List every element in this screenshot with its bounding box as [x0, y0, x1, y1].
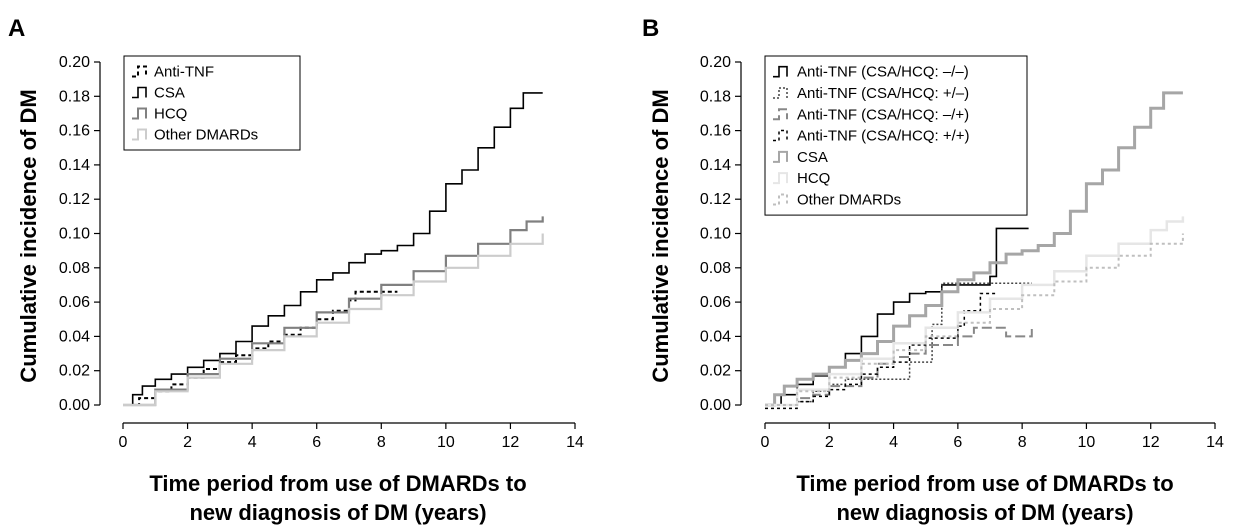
panel-b-series [765, 91, 1185, 410]
panel-a-axes: 0.00 0.02 0.04 0.06 0.08 0.10 0.12 0.14 0.16 0.18… [59, 54, 584, 451]
panel-b-series-line-2 [765, 326, 1033, 406]
panel-a-y-tick-label: 0.00 [59, 397, 90, 414]
panel-a-series-line-1 [123, 92, 543, 406]
panel-a-y-axis-title: Cumulative incidence of DM [16, 89, 41, 382]
panel-b-x-tick-label: 4 [889, 434, 898, 451]
panel-b-legend-label: Anti-TNF (CSA/HCQ: –/–) [797, 64, 969, 81]
panel-a-legend-swatch [132, 107, 147, 120]
panel-b-y-tick-label: 0.18 [700, 88, 731, 105]
panel-b-x-tick-label: 6 [953, 434, 962, 451]
panel-b: B 0.000.020.040.060.080.100.120.140.160.… [642, 15, 1224, 525]
panel-b-y-tick-label: 0.04 [700, 328, 731, 345]
panel-b-legend-swatch [773, 65, 788, 78]
panel-b-series-line-3 [765, 292, 997, 410]
panel-b-legend: Anti-TNF (CSA/HCQ: –/–) Anti-TNF (CSA/HCQ… [764, 55, 1028, 216]
panel-b-y-tick-label: 0.02 [700, 363, 731, 380]
panel-b-legend-box [764, 55, 1028, 216]
panel-b-x-tick-label: 12 [1142, 434, 1160, 451]
panel-a-letter: A [8, 15, 25, 42]
panel-b-legend-swatch [773, 87, 788, 99]
panel-b-y-tick-label: 0.16 [700, 123, 731, 140]
panel-b-legend-label: CSA [797, 149, 828, 166]
panel-b-legend-label: Anti-TNF (CSA/HCQ: –/+) [797, 106, 969, 123]
panel-a-legend-label: Anti-TNF [154, 64, 214, 81]
panel-a: A 0.000.020.040.060.080.100.120.140.160.… [8, 15, 584, 525]
panel-a-legend-swatch [132, 65, 147, 78]
panel-b-x-tick-label: 14 [1206, 434, 1224, 451]
panel-b-x-tick-label: 10 [1078, 434, 1096, 451]
panel-a-series-line-2 [123, 216, 544, 407]
panel-a-legend: Anti-TNF CSA HCQ Other DMARDs [123, 55, 301, 151]
panel-b-legend-label: Other DMARDs [797, 191, 901, 208]
panel-b-series-line-6 [765, 233, 1184, 406]
panel-a-legend-label: Other DMARDs [154, 127, 258, 144]
panel-a-x-tick-label: 0 [119, 434, 128, 451]
panel-b-y-tick-label: 0.20 [700, 54, 731, 71]
panel-b-x-tick-label: 0 [761, 434, 770, 451]
panel-b-legend-label: Anti-TNF (CSA/HCQ: +/+) [797, 128, 970, 145]
panel-a-x-tick-label: 6 [312, 434, 321, 451]
panel-a-series [123, 92, 544, 407]
panel-a-x-axis-title-line2: new diagnosis of DM (years) [189, 500, 486, 525]
panel-b-y-tick-label: 0.10 [700, 226, 731, 243]
panel-a-y-tick-label: 0.12 [59, 191, 90, 208]
panel-a-x-axis-title-line1: Time period from use of DMARDs to [149, 471, 526, 496]
panel-b-legend-label: Anti-TNF (CSA/HCQ: +/–) [797, 85, 969, 102]
panel-b-legend-label: HCQ [797, 170, 830, 187]
panel-a-x-tick-label: 12 [502, 434, 520, 451]
panel-a-y-tick-label: 0.06 [59, 294, 90, 311]
panel-b-x-tick-label: 8 [1018, 434, 1027, 451]
panel-b-y-tick-label: 0.06 [700, 294, 731, 311]
panel-a-y-tick-label: 0.18 [59, 88, 90, 105]
panel-b-y-tick-label: 0.12 [700, 191, 731, 208]
panel-b-y-tick-label: 0.14 [700, 157, 731, 174]
panel-b-letter: B [642, 15, 659, 42]
panel-b-y-tick-label: 0.08 [700, 260, 731, 277]
panel-a-y-tick-label: 0.04 [59, 328, 90, 345]
panel-a-series-line-3 [123, 233, 544, 407]
panel-a-x-tick-label: 8 [377, 434, 386, 451]
panel-b-axes: 0.00 0.02 0.04 0.06 0.08 0.10 0.12 0.14 0.16 0.18… [700, 54, 1224, 451]
panel-a-y-tick-label: 0.20 [59, 54, 90, 71]
panel-a-x-tick-label: 2 [183, 434, 192, 451]
panel-b-x-axis-title-line1: Time period from use of DMARDs to [796, 471, 1173, 496]
panel-b-y-tick-label: 0.00 [700, 397, 731, 414]
panel-b-series-line-4 [765, 91, 1183, 407]
panel-a-y-tick-label: 0.08 [59, 260, 90, 277]
panel-a-y-tick-label: 0.16 [59, 123, 90, 140]
panel-a-x-tick-label: 10 [437, 434, 455, 451]
panel-a-legend-box [123, 55, 301, 151]
panel-a-legend-label: HCQ [154, 106, 187, 123]
panel-b-legend-swatch [773, 150, 788, 163]
panel-a-y-tick-label: 0.14 [59, 157, 90, 174]
panel-b-series-line-5 [765, 216, 1185, 407]
panel-b-legend-swatch [773, 108, 788, 121]
panel-a-y-tick-label: 0.02 [59, 363, 90, 380]
panel-b-y-axis-title: Cumulative incidence of DM [648, 89, 673, 382]
panel-b-series-line-0 [765, 227, 1029, 406]
panel-a-x-tick-label: 4 [248, 434, 257, 451]
panel-a-y-tick-label: 0.10 [59, 226, 90, 243]
panel-a-x-tick-label: 14 [566, 434, 584, 451]
panel-a-legend-swatch [132, 86, 147, 99]
panel-a-legend-label: CSA [154, 85, 185, 102]
panel-b-legend-swatch [773, 172, 788, 185]
panel-a-legend-swatch [132, 128, 147, 141]
panel-b-x-axis-title-line2: new diagnosis of DM (years) [836, 500, 1133, 525]
panel-b-x-tick-label: 2 [825, 434, 834, 451]
